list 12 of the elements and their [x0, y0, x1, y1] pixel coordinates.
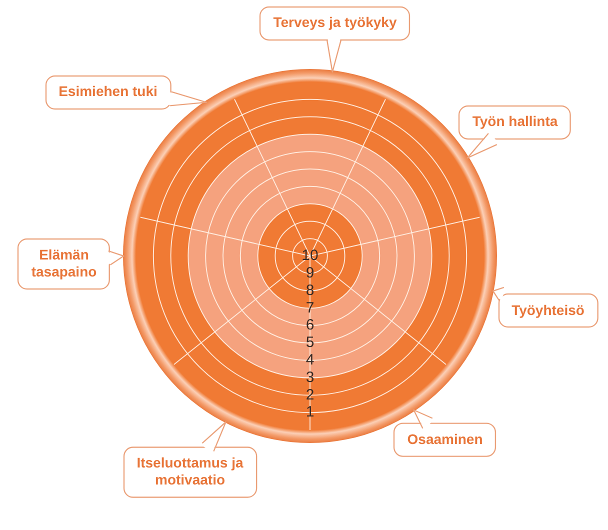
y-tick-label: 6: [306, 316, 314, 334]
y-tick-label: 5: [306, 334, 314, 352]
y-tick-label: 4: [306, 352, 314, 369]
spoke-label: Itseluottamus ja motivaatio: [136, 454, 244, 488]
spoke-label: Terveys ja työkyky: [273, 14, 397, 30]
spoke-label: Esimiehen tuki: [58, 82, 158, 99]
spoke-label: Työn hallinta: [472, 112, 558, 129]
spoke-label: Elämän tasapaino: [31, 246, 97, 280]
y-tick-label: 7: [306, 299, 314, 316]
spoke-label: Työyhteisö: [512, 302, 584, 318]
y-tick-label: 3: [306, 368, 314, 386]
spoke-label: Osaaminen: [407, 430, 483, 447]
